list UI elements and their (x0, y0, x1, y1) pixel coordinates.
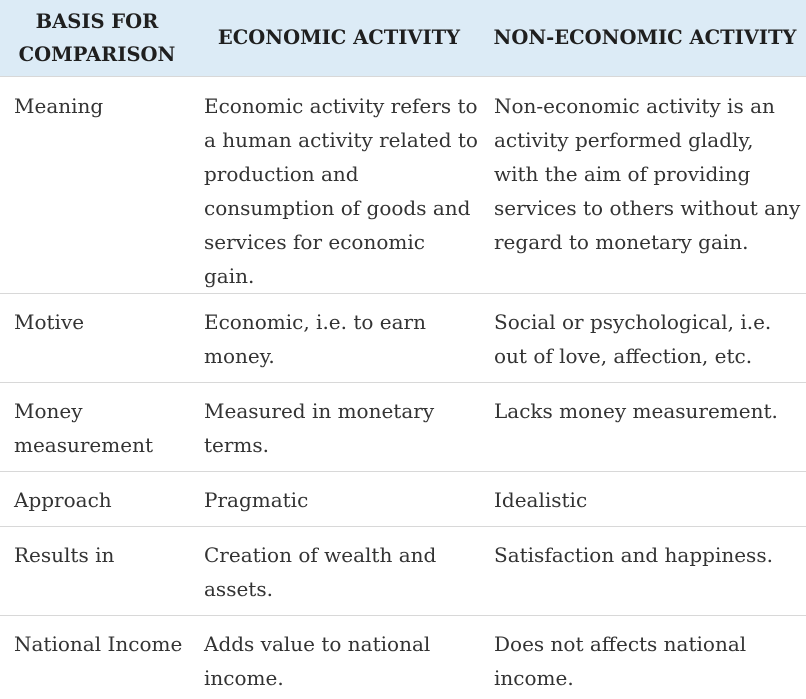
cell-non-economic: Social or psychological, i.e. out of lov… (484, 292, 806, 382)
cell-economic: Economic activity refers to a human acti… (194, 75, 484, 293)
table-row: Motive Economic, i.e. to earn money. Soc… (0, 292, 806, 382)
cell-basis: Meaning (0, 75, 194, 293)
cell-economic: Measured in monetary terms. (194, 381, 484, 471)
table-body: Meaning Economic activity refers to a hu… (0, 75, 806, 699)
cell-non-economic: Non-economic activity is an activity per… (484, 75, 806, 293)
cell-non-economic: Does not affects national income. (484, 614, 806, 699)
table-row: Results in Creation of wealth and assets… (0, 525, 806, 615)
table-row: Approach Pragmatic Idealistic (0, 470, 806, 526)
cell-economic: Economic, i.e. to earn money. (194, 292, 484, 382)
cell-basis: Results in (0, 525, 194, 615)
cell-basis: Money measurement (0, 381, 194, 471)
header-row: BASIS FOR COMPARISON ECONOMIC ACTIVITY N… (0, 0, 806, 76)
table-header: BASIS FOR COMPARISON ECONOMIC ACTIVITY N… (0, 0, 806, 76)
table-row: Meaning Economic activity refers to a hu… (0, 75, 806, 293)
cell-non-economic: Satisfaction and happiness. (484, 525, 806, 615)
cell-basis: National Income (0, 614, 194, 699)
cell-non-economic: Lacks money measurement. (484, 381, 806, 471)
header-economic: ECONOMIC ACTIVITY (194, 0, 484, 76)
header-non-economic: NON-ECONOMIC ACTIVITY (484, 0, 806, 76)
table-row: National Income Adds value to national i… (0, 614, 806, 699)
cell-economic: Adds value to national income. (194, 614, 484, 699)
cell-non-economic: Idealistic (484, 470, 806, 526)
cell-economic: Pragmatic (194, 470, 484, 526)
header-basis: BASIS FOR COMPARISON (0, 0, 194, 76)
table-row: Money measurement Measured in monetary t… (0, 381, 806, 471)
cell-basis: Motive (0, 292, 194, 382)
cell-basis: Approach (0, 470, 194, 526)
cell-economic: Creation of wealth and assets. (194, 525, 484, 615)
